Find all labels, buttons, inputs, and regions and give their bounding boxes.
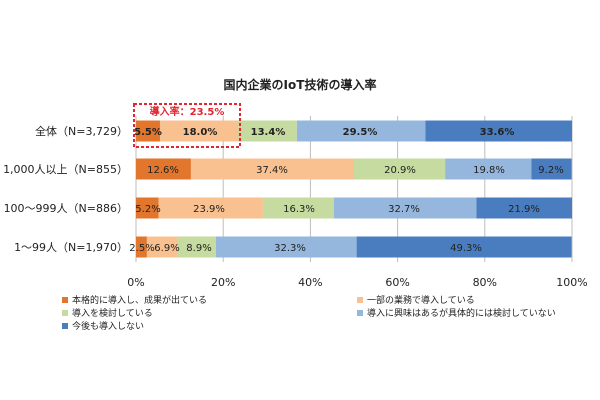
bar-segment	[531, 158, 572, 180]
x-tick-label: 60%	[385, 276, 409, 289]
bar-segment	[445, 158, 532, 180]
segment-label: 37.4%	[256, 165, 288, 176]
legend-label: 導入を検討している	[72, 307, 153, 319]
bar-segment	[215, 236, 357, 258]
segment-label: 6.9%	[154, 243, 179, 254]
chart-title: 国内企業のIoT技術の導入率	[224, 77, 377, 92]
bar-segment	[176, 236, 216, 258]
bars: 5.5% 18.0% 13.4% 29.5% 33.6% 12.6% 37.4% 20.9% 1…	[129, 120, 572, 258]
x-tick-label: 100%	[556, 276, 587, 289]
segment-label: 12.6%	[147, 165, 179, 176]
x-tick-label: 20%	[211, 276, 235, 289]
segment-label: 5.2%	[135, 204, 160, 215]
category-label: 100〜999人（N=886）	[4, 202, 128, 215]
bar-segment	[146, 236, 177, 258]
segment-label: 32.7%	[388, 204, 420, 215]
x-tick-label: 80%	[473, 276, 497, 289]
bar-segment	[190, 158, 354, 180]
segment-label: 5.5%	[134, 127, 162, 138]
legend-label: 今後も導入しない	[72, 320, 144, 332]
bar-segment	[425, 120, 572, 142]
category-labels: 全体（N=3,729） 1,000人以上（N=855） 100〜999人（N=886…	[3, 124, 128, 254]
bar-segment	[356, 236, 572, 258]
legend-swatch	[357, 297, 363, 303]
bar-segment	[159, 120, 239, 142]
legend-swatch	[62, 297, 68, 303]
legend-swatch	[357, 310, 363, 316]
legend-swatch	[62, 323, 68, 329]
bar-segment	[333, 197, 477, 219]
bar-segment	[296, 120, 426, 142]
segment-label: 21.9%	[508, 204, 540, 215]
x-tick-labels: 0% 20% 40% 60% 80% 100%	[127, 276, 587, 289]
bar-segment	[136, 120, 160, 142]
segment-label: 32.3%	[274, 243, 306, 254]
bar-segment	[158, 197, 263, 219]
x-tick-label: 40%	[298, 276, 322, 289]
segment-label: 18.0%	[183, 127, 218, 138]
bar-segment	[136, 197, 159, 219]
legend-label: 導入に興味はあるが具体的には検討していない	[367, 307, 556, 319]
bar-segment	[136, 236, 147, 258]
bar-segment	[476, 197, 572, 219]
legend-swatch	[62, 310, 68, 316]
annotation-box	[133, 103, 241, 148]
bar-segment	[238, 120, 297, 142]
annotation-text: 導入率：23.5%	[150, 105, 225, 118]
category-label: 1〜99人（N=1,970）	[14, 241, 128, 254]
segment-label: 13.4%	[251, 127, 286, 138]
bar-segment	[262, 197, 334, 219]
bar-segment	[136, 158, 191, 180]
category-label: 1,000人以上（N=855）	[3, 163, 128, 176]
segment-label: 9.2%	[538, 165, 563, 176]
segment-label: 23.9%	[193, 204, 225, 215]
segment-label: 16.3%	[283, 204, 315, 215]
segment-label: 2.5%	[129, 243, 154, 254]
segment-label: 19.8%	[473, 165, 505, 176]
segment-label: 29.5%	[343, 127, 378, 138]
segment-label: 33.6%	[480, 127, 515, 138]
segment-label: 8.9%	[186, 243, 211, 254]
x-tick-label: 0%	[127, 276, 144, 289]
bar-segment	[354, 158, 446, 180]
segment-label: 49.3%	[450, 243, 482, 254]
segment-label: 20.9%	[384, 165, 416, 176]
legend-label: 本格的に導入し、成果が出ている	[72, 294, 207, 306]
category-label: 全体（N=3,729）	[35, 124, 128, 138]
legend-label: 一部の業務で導入している	[367, 294, 475, 306]
annotation-callout: 導入率：23.5%	[133, 103, 241, 148]
